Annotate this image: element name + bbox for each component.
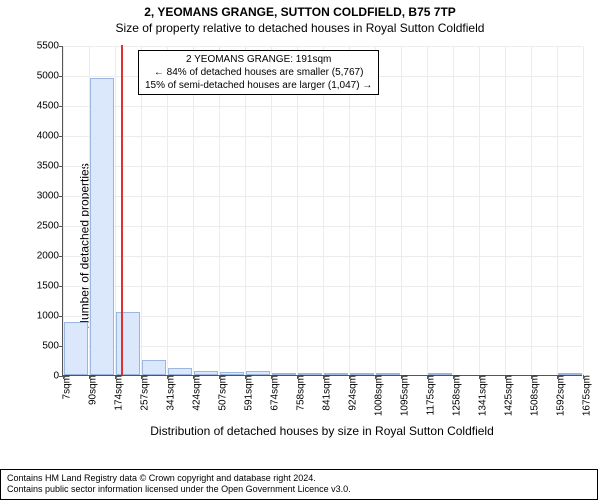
annotation-box: 2 YEOMANS GRANGE: 191sqm← 84% of detache… — [138, 50, 379, 95]
x-tick-label: 1095sqm — [398, 375, 411, 416]
x-tick-label: 1008sqm — [372, 375, 385, 416]
x-tick-label: 424sqm — [190, 375, 203, 411]
subject-marker-line — [121, 45, 123, 375]
title-main: 2, YEOMANS GRANGE, SUTTON COLDFIELD, B75… — [0, 4, 600, 20]
histogram-bar — [298, 373, 322, 375]
x-tick-label: 924sqm — [346, 375, 359, 411]
x-tick-label: 674sqm — [268, 375, 281, 411]
histogram-bar — [376, 373, 400, 375]
footer-line-2: Contains public sector information licen… — [7, 484, 591, 496]
gridline-v — [271, 46, 272, 375]
gridline-v — [453, 46, 454, 375]
gridline-v — [297, 46, 298, 375]
footer-attribution: Contains HM Land Registry data © Crown c… — [0, 469, 598, 500]
x-tick-label: 90sqm — [86, 375, 99, 405]
gridline-v — [193, 46, 194, 375]
x-tick-label: 1175sqm — [424, 375, 437, 415]
histogram-bar — [194, 371, 218, 375]
x-axis-label: Distribution of detached houses by size … — [62, 424, 582, 438]
histogram-bar — [324, 373, 348, 375]
gridline-v — [557, 46, 558, 375]
gridline-v — [323, 46, 324, 375]
histogram-bar — [272, 373, 296, 375]
x-tick-label: 257sqm — [138, 375, 151, 411]
x-tick-label: 1341sqm — [476, 375, 489, 416]
gridline-v — [531, 46, 532, 375]
histogram-bar — [64, 322, 88, 375]
x-tick-label: 1592sqm — [554, 375, 567, 416]
x-tick-label: 1425sqm — [502, 375, 515, 416]
gridline-v — [141, 46, 142, 375]
histogram-bar — [168, 368, 192, 375]
gridline-v — [245, 46, 246, 375]
gridline-v — [505, 46, 506, 375]
annotation-line: ← 84% of detached houses are smaller (5,… — [145, 66, 372, 79]
gridline-v — [167, 46, 168, 375]
x-tick-label: 507sqm — [216, 375, 229, 411]
gridline-v — [349, 46, 350, 375]
histogram-bar — [90, 78, 114, 375]
histogram-bar — [246, 371, 270, 376]
histogram-bar — [116, 312, 140, 375]
x-tick-label: 591sqm — [242, 375, 255, 411]
title-sub: Size of property relative to detached ho… — [0, 20, 600, 36]
histogram-bar — [558, 373, 582, 375]
chart: Number of detached properties 0500100015… — [0, 36, 600, 456]
x-tick-label: 7sqm — [60, 375, 73, 399]
title-block: 2, YEOMANS GRANGE, SUTTON COLDFIELD, B75… — [0, 0, 600, 36]
gridline-v — [427, 46, 428, 375]
gridline-v — [401, 46, 402, 375]
gridline-v — [583, 46, 584, 375]
histogram-bar — [428, 373, 452, 375]
plot-area: 0500100015002000250030003500400045005000… — [62, 46, 582, 376]
gridline-v — [219, 46, 220, 375]
histogram-bar — [220, 372, 244, 375]
annotation-line: 2 YEOMANS GRANGE: 191sqm — [145, 53, 372, 66]
x-tick-label: 1508sqm — [528, 375, 541, 416]
x-tick-label: 341sqm — [164, 375, 177, 411]
annotation-line: 15% of semi-detached houses are larger (… — [145, 79, 372, 92]
histogram-bar — [142, 360, 166, 375]
x-tick-label: 174sqm — [112, 375, 125, 411]
x-tick-label: 841sqm — [320, 375, 333, 411]
histogram-bar — [350, 373, 374, 375]
gridline-v — [479, 46, 480, 375]
x-tick-label: 758sqm — [294, 375, 307, 411]
x-tick-label: 1675sqm — [580, 375, 593, 416]
footer-line-1: Contains HM Land Registry data © Crown c… — [7, 473, 591, 485]
x-tick-label: 1258sqm — [450, 375, 463, 416]
gridline-v — [375, 46, 376, 375]
